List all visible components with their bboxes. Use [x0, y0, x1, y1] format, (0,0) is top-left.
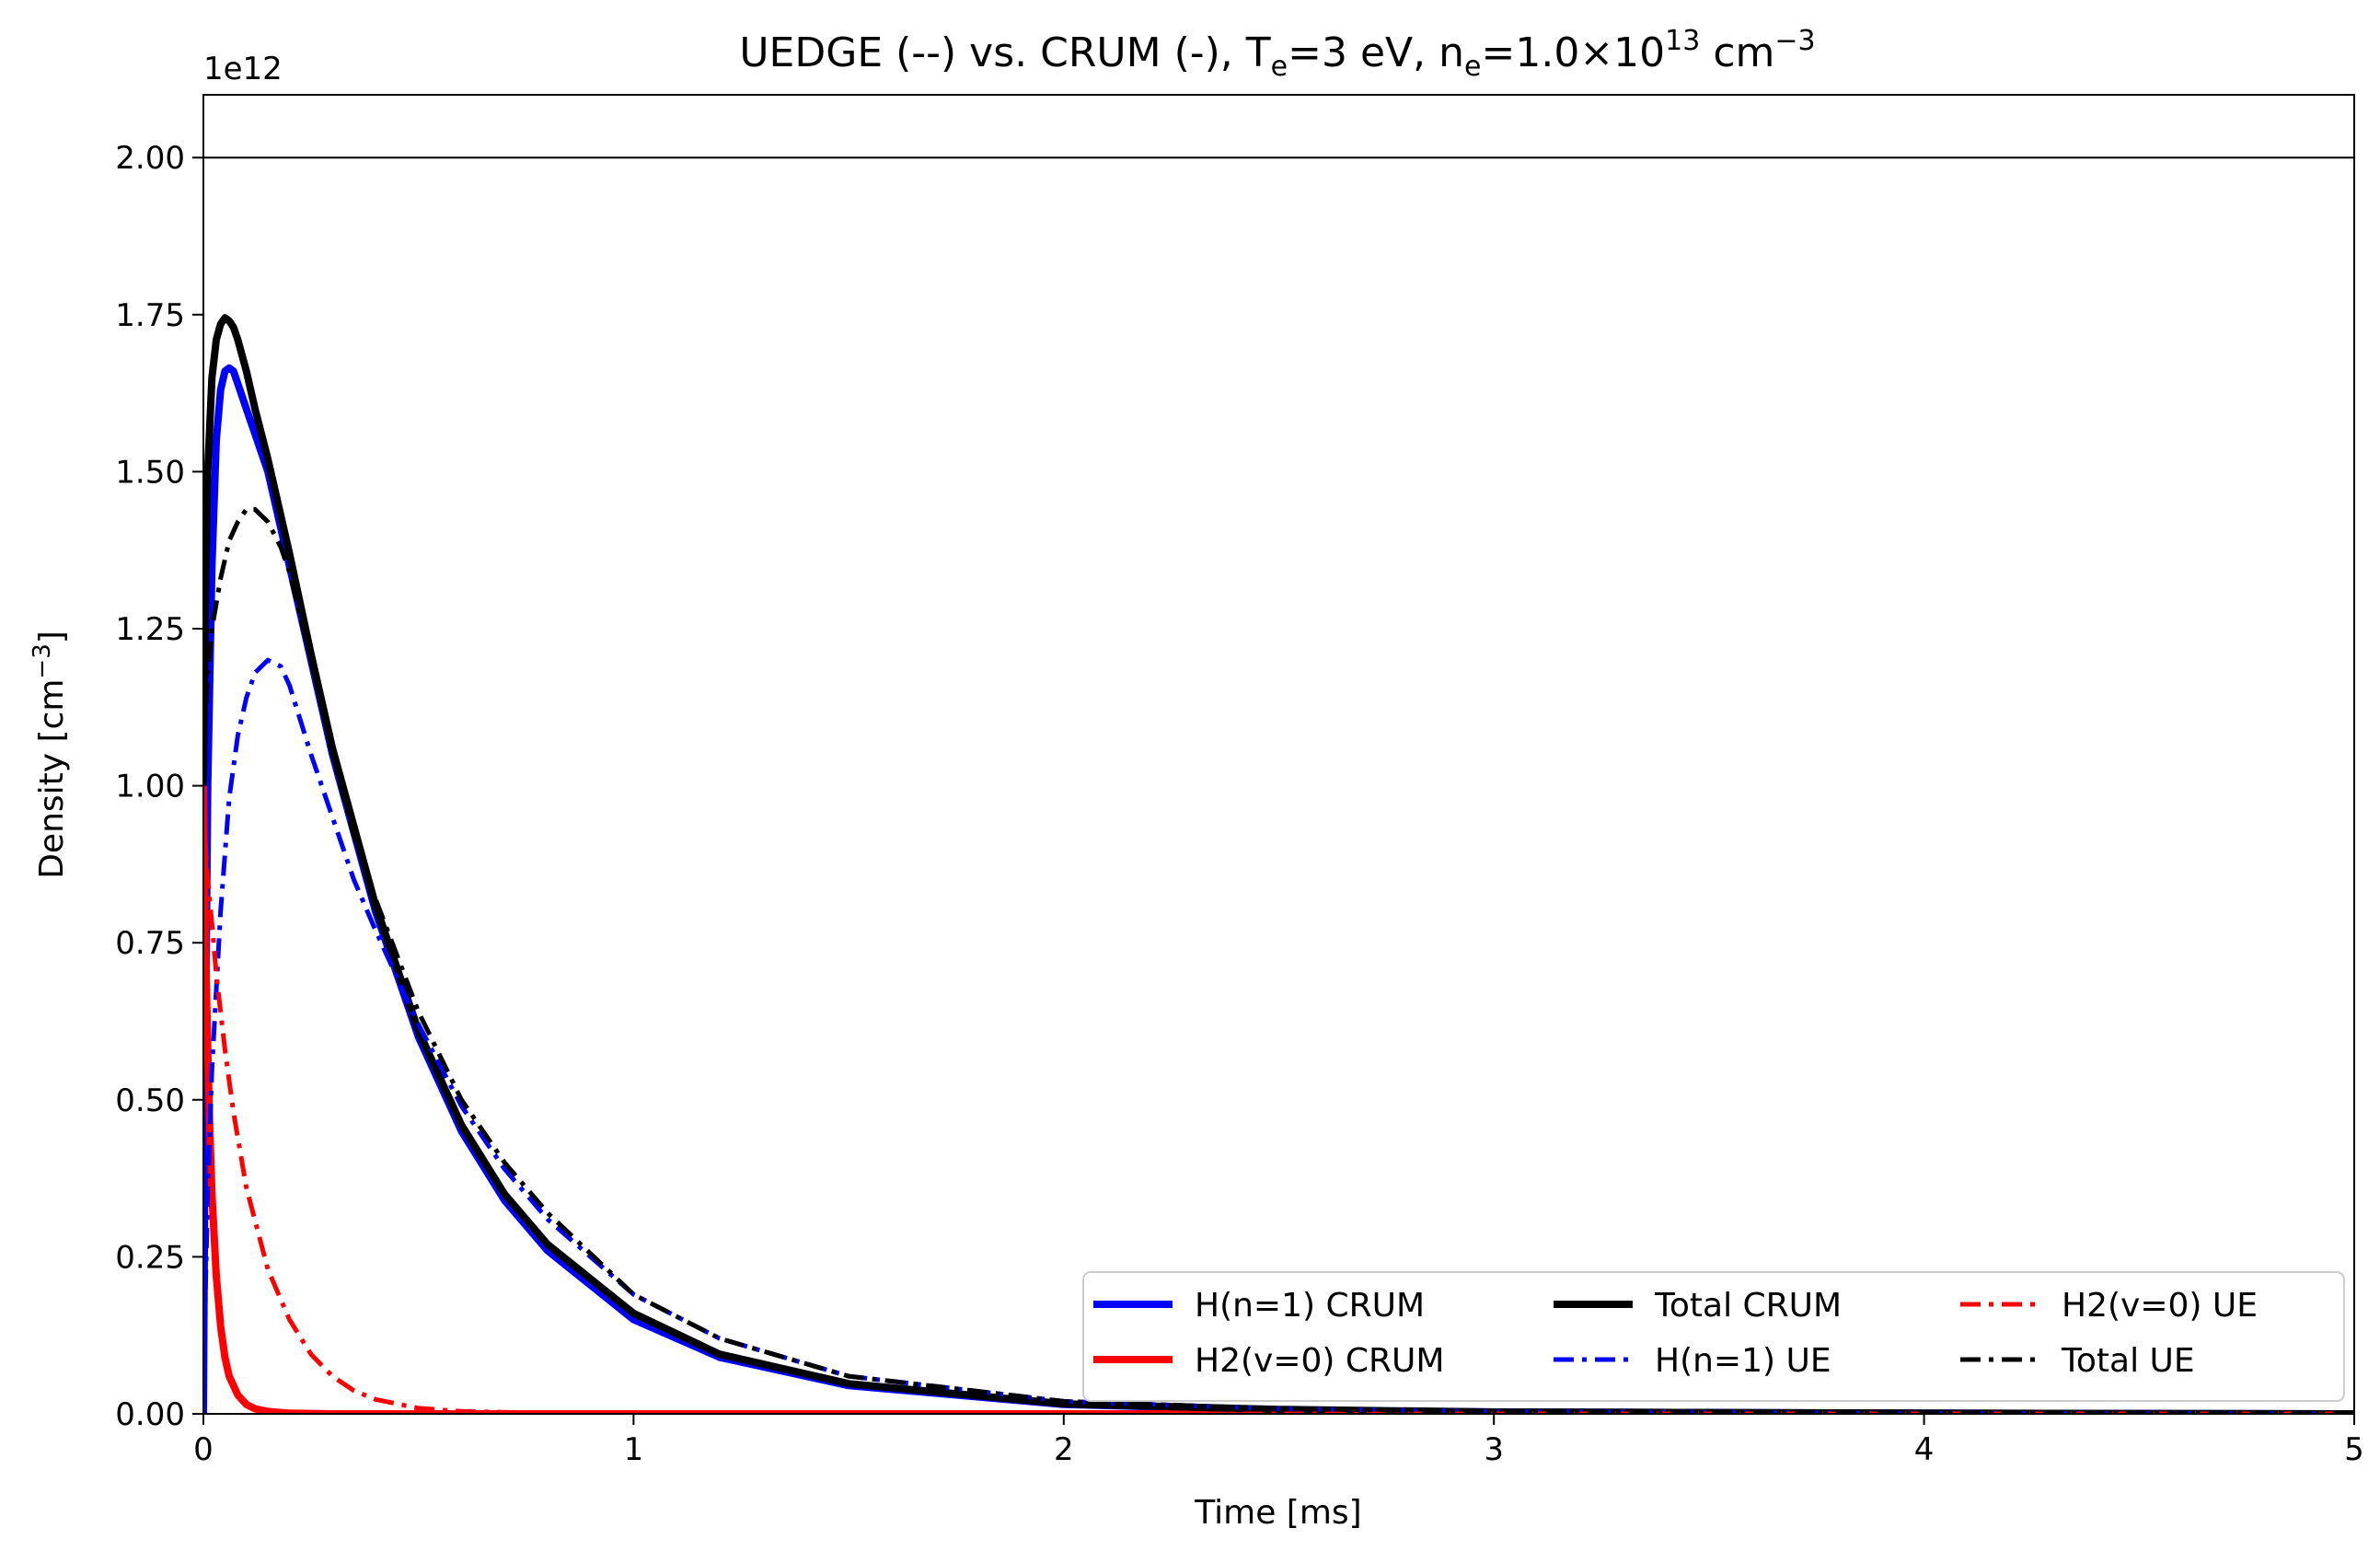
x-axis-label: Time [ms] [1194, 1494, 1361, 1532]
y-tick-label: 2.00 [115, 140, 185, 177]
y-tick-label: 1.00 [115, 769, 185, 805]
y-tick-label: 1.50 [115, 454, 185, 491]
legend-label: H(n=1) UE [1655, 1342, 1831, 1380]
x-tick-label: 0 [193, 1431, 214, 1468]
series-layer [203, 314, 2354, 1414]
y-axis-ticks: 0.00 0.25 0.50 0.75 1.00 1.25 1.50 1.75 2.00 [115, 140, 203, 1433]
legend: H(n=1) CRUM H2(v=0) CRUM Total CRUM H(n=1) … [1082, 1271, 2345, 1402]
chart-title: UEDGE (--) vs. CRUM (-), Te=3 eV, ne=1.0… [739, 25, 1815, 83]
legend-label: H2(v=0) UE [2062, 1287, 2258, 1325]
x-tick-label: 5 [2344, 1431, 2364, 1468]
y-tick-label: 1.25 [115, 611, 185, 648]
series-line-h2-v-0-ue [203, 785, 2354, 1414]
y-tick-label: 0.75 [115, 925, 185, 962]
series-line-h2-v-0-crum [203, 785, 2354, 1414]
legend-label: H(n=1) CRUM [1195, 1287, 1425, 1325]
legend-label: Total CRUM [1654, 1287, 1842, 1325]
y-tick-label: 0.25 [115, 1239, 185, 1276]
legend-label: Total UE [2061, 1342, 2195, 1380]
plot-frame [202, 94, 2355, 1415]
y-tick-label: 0.00 [115, 1396, 185, 1433]
series-line-total-crum [203, 314, 2354, 1414]
x-tick-label: 4 [1914, 1431, 1935, 1468]
x-tick-label: 2 [1054, 1431, 1074, 1468]
y-axis-label: Density [cm−3] [29, 631, 71, 879]
y-offset-label: 1e12 [203, 51, 283, 87]
series-line-total-ue [203, 506, 2354, 1414]
legend-box [1082, 1271, 2345, 1402]
x-axis-ticks: 0 1 2 3 4 5 [193, 1414, 2364, 1468]
x-tick-label: 1 [624, 1431, 644, 1468]
y-tick-label: 0.50 [115, 1082, 185, 1119]
x-tick-label: 3 [1484, 1431, 1504, 1468]
legend-label: H2(v=0) CRUM [1195, 1342, 1444, 1380]
y-tick-label: 1.75 [115, 297, 185, 334]
series-line-h-n-1-ue [203, 657, 2354, 1414]
